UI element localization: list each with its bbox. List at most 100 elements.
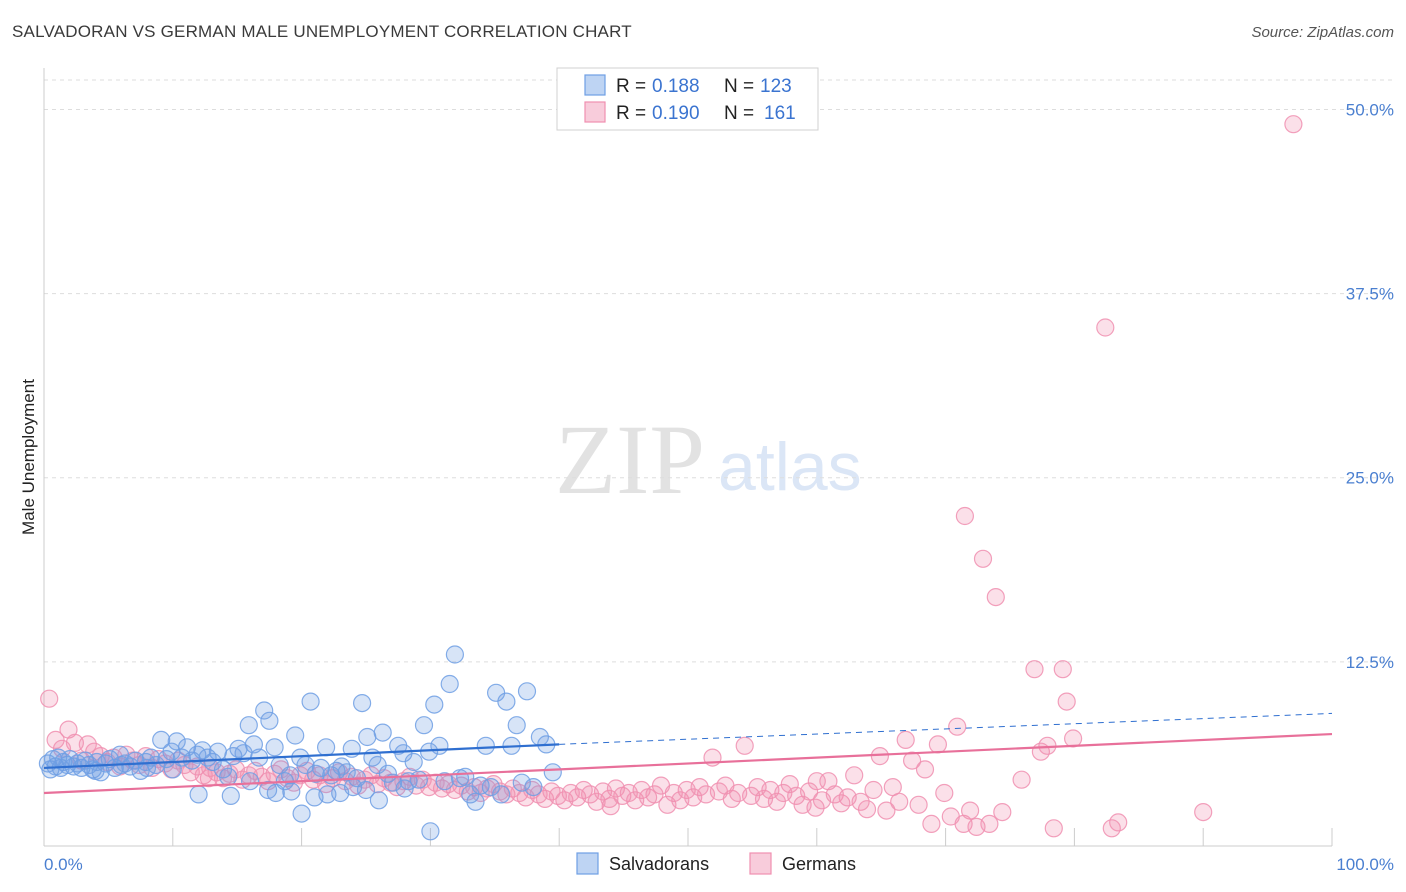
german-point: [915, 760, 935, 779]
salvadoran-point: [395, 779, 414, 798]
salvadoran-point: [318, 785, 337, 804]
german-point: [993, 802, 1012, 822]
legend-swatch-germans: [749, 852, 772, 875]
german-point: [601, 797, 620, 816]
salvadoran-point: [456, 767, 475, 786]
german-point: [922, 814, 941, 834]
german-point: [857, 800, 877, 819]
german-point: [1057, 692, 1076, 711]
y-tick-label: 37.5%: [1346, 285, 1394, 304]
watermark-zip: ZIP: [555, 404, 705, 515]
salvadoran-point: [404, 752, 423, 772]
salvadoran-point: [353, 693, 372, 713]
watermark-atlas: atlas: [718, 429, 862, 505]
stats-r-label-salvadorans: R =: [616, 76, 646, 97]
german-point: [40, 689, 59, 708]
salvadoran-point: [306, 764, 325, 783]
salvadoran-point: [466, 792, 485, 811]
german-point: [780, 774, 799, 794]
salvadoran-point: [311, 758, 330, 778]
german-point: [896, 730, 915, 750]
german-point: [806, 798, 825, 817]
legend-label-germans: Germans: [782, 854, 856, 874]
salvadoran-point: [292, 804, 311, 823]
salvadoran-point: [260, 711, 279, 730]
salvadoran-point: [152, 730, 171, 750]
salvadoran-point: [286, 726, 305, 745]
y-tick-label: 50.0%: [1346, 100, 1394, 119]
y-axis-title: Male Unemployment: [19, 379, 38, 535]
salvadoran-point: [282, 782, 301, 801]
series-legend: Salvadorans Germans: [576, 852, 856, 875]
salvadoran-point: [317, 738, 336, 757]
trend-line-salvadorans-projection: [559, 712, 1333, 745]
salvadoran-point: [440, 674, 459, 694]
x-ticks: [43, 828, 1333, 846]
salvadoran-point: [445, 645, 464, 664]
stats-r-label-germans: R =: [616, 103, 646, 124]
trend-line-salvadorans: [43, 743, 560, 770]
salvadoran-point: [208, 742, 227, 761]
salvadoran-point: [497, 692, 516, 711]
salvadoran-point: [219, 767, 238, 786]
german-point: [1053, 660, 1072, 679]
salvadoran-point: [524, 777, 543, 797]
salvadoran-point: [425, 695, 444, 714]
grid-lines: [44, 79, 1392, 663]
salvadoran-point: [239, 716, 258, 735]
salvadoran-point: [189, 785, 208, 804]
german-point: [1096, 318, 1115, 337]
stats-r-value-germans: 0.190: [652, 103, 700, 124]
german-point: [864, 780, 883, 800]
stats-swatch-salvadorans: [584, 74, 606, 96]
salvadoran-point: [373, 723, 392, 742]
german-point: [935, 783, 954, 803]
german-point: [955, 506, 975, 526]
german-point: [980, 814, 999, 834]
salvadoran-point: [259, 780, 278, 800]
stats-n-value-germans: 161: [764, 103, 796, 124]
salvadoran-point: [369, 791, 388, 810]
salvadoran-point: [517, 682, 537, 701]
salvadoran-point: [221, 786, 240, 806]
stats-n-label-salvadorans: N =: [724, 76, 754, 97]
y-tick-labels: 12.5% 25.0% 37.5% 50.0%: [1346, 100, 1394, 671]
x-tick-label-min: 0.0%: [44, 855, 83, 874]
german-point: [1284, 115, 1303, 134]
german-point: [986, 587, 1005, 607]
stats-n-value-salvadorans: 123: [760, 76, 792, 97]
german-point: [735, 736, 754, 755]
salvadoran-point: [265, 738, 284, 757]
salvadoran-point: [383, 773, 403, 792]
german-point: [960, 801, 980, 820]
german-point: [799, 782, 819, 801]
stats-n-label-germans: N =: [724, 103, 754, 124]
salvadoran-point: [203, 752, 222, 772]
german-point: [1025, 660, 1044, 679]
german-point: [1063, 729, 1083, 748]
german-point: [845, 766, 864, 785]
salvadoran-point: [507, 716, 526, 735]
legend-swatch-salvadorans: [576, 852, 599, 875]
trend-lines: [43, 712, 1333, 795]
german-point: [902, 751, 922, 770]
salvadoran-point: [332, 757, 351, 776]
stats-legend: R = 0.188 N = 123 R = 0.190 N = 161: [556, 67, 819, 131]
salvadoran-point: [241, 772, 260, 791]
y-tick-label: 12.5%: [1346, 653, 1394, 672]
legend-label-salvadorans: Salvadorans: [609, 854, 709, 874]
german-point: [1109, 813, 1128, 832]
series-salvadorans-points: [38, 645, 562, 841]
salvadoran-point: [476, 736, 495, 755]
salvadoran-point: [280, 766, 300, 785]
salvadoran-point: [163, 760, 182, 779]
german-point: [1194, 802, 1213, 822]
stats-legend-box: [556, 67, 819, 131]
trend-line-germans: [43, 732, 1333, 795]
x-tick-label-max: 100.0%: [1336, 855, 1394, 874]
stats-swatch-germans: [584, 101, 606, 123]
salvadoran-point: [435, 772, 454, 791]
stats-r-value-salvadorans: 0.188: [652, 76, 700, 97]
salvadoran-point: [301, 692, 320, 711]
